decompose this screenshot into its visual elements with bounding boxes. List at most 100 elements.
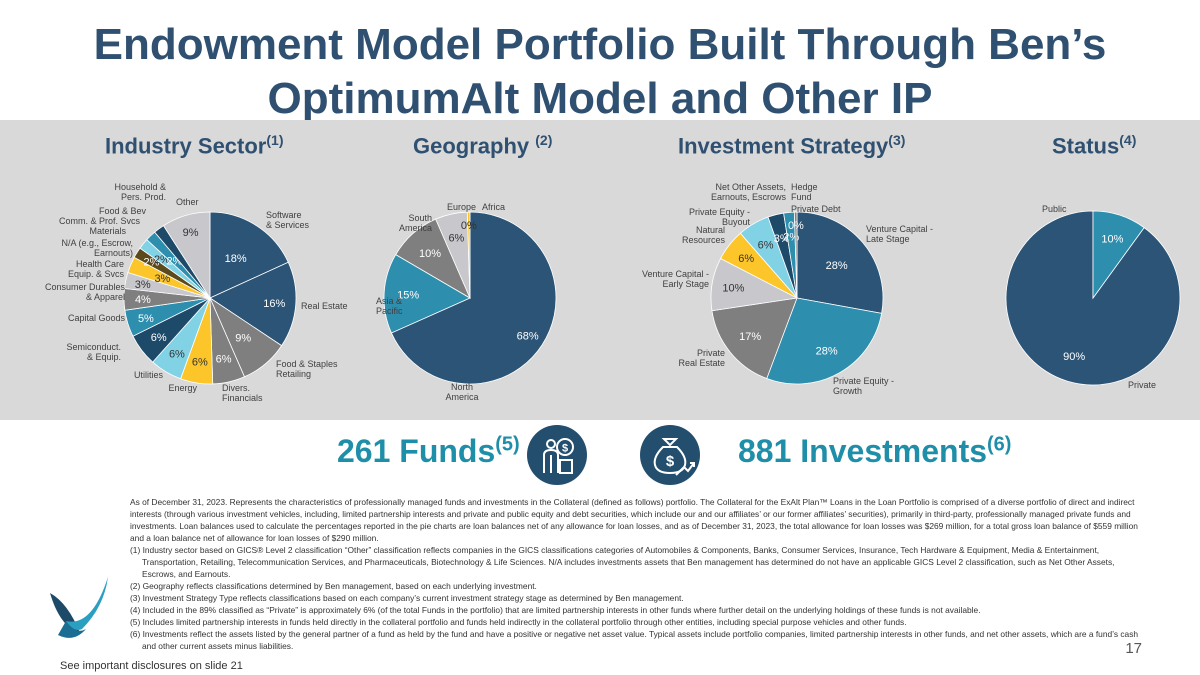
industry-pct-health-care-equip-svcs: 3%	[135, 279, 151, 291]
strategy-label-vcearly-line-2: Early Stage	[662, 279, 709, 289]
geography-pct-europe: 6%	[448, 233, 464, 245]
status-slice-public	[1092, 210, 1145, 300]
strategy-label-buyout-line-1: Private Equity -	[689, 207, 750, 217]
strategy-label-growth-line-2: Growth	[833, 386, 862, 396]
industry-label-materials: Materials	[89, 226, 126, 236]
geography-pct-north-america: 68%	[517, 331, 539, 343]
status-label-public: Public	[1042, 204, 1067, 214]
industry-label-health-line-1: Health Care	[76, 259, 124, 269]
industry-label-semi-line-2: & Equip.	[87, 352, 121, 362]
industry-label-consumer-line-1: Consumer Durables	[45, 282, 126, 292]
industry-label-na-line-2: Earnouts)	[94, 248, 133, 258]
industry-label-household-line-1: Household &	[114, 182, 166, 192]
disclosure-note: See important disclosures on slide 21	[60, 660, 243, 672]
strategy-label-natural-line-2: Resources	[682, 235, 726, 245]
industry-pct-energy: 6%	[192, 357, 208, 369]
industry-slice-software-services	[209, 211, 289, 299]
geography-label-south-line-2: America	[399, 223, 432, 233]
industry-pct-real-estate: 16%	[263, 298, 285, 310]
geography-label-africa: Africa	[482, 202, 505, 212]
status-pct-public: 10%	[1101, 233, 1123, 245]
investments-stat: 881 Investments(6)	[738, 433, 1012, 469]
industry-pct-consumer-durables-apparel: 4%	[135, 294, 151, 306]
status-label-private: Private	[1128, 380, 1156, 390]
footnote-1: (1) Industry sector based on GICS® Level…	[130, 545, 1115, 579]
industry-label-food-line-2: Retailing	[276, 369, 311, 379]
geography-pct-south-america: 10%	[419, 248, 441, 260]
geography-slice-north-america	[390, 211, 557, 385]
industry-pct-divers-financials: 6%	[216, 353, 232, 365]
industry-label-realestate: Real Estate	[301, 301, 348, 311]
strategy-pct-net-other-assets-earnouts-escrows: 3%	[774, 233, 790, 245]
footnote-3: (3) Investment Strategy Type reflects cl…	[130, 593, 684, 603]
industry-pct-semiconduct-equip: 6%	[151, 332, 167, 344]
page-title: Endowment Model Portfolio Built Through …	[93, 20, 1107, 123]
geography-label-europe: Europe	[447, 202, 476, 212]
investor-dollar-icon: $	[527, 425, 587, 485]
industry-label-foodbev: Food & Bev	[99, 206, 147, 216]
industry-label-divers-line-1: Divers.	[222, 383, 250, 393]
funds-stat: 261 Funds(5)	[337, 433, 520, 469]
stats-row: 261 Funds(5) $ $ 881 Investments(6)	[0, 425, 1200, 485]
industry-pct-food-staples-retailing: 9%	[235, 333, 251, 345]
industry-pct-capital-goods: 5%	[138, 313, 154, 325]
company-logo	[50, 577, 108, 638]
industry-label-software-line-2: & Services	[266, 220, 310, 230]
strategy-label-buyout-line-2: Buyout	[722, 217, 751, 227]
footnote-5: (5) Includes limited partnership interes…	[130, 617, 907, 627]
strategy-label-realestate-line-1: Private	[697, 348, 725, 358]
industry-pct-food-bev: 3%	[154, 273, 170, 285]
industry-heading: Industry Sector(1)	[105, 132, 284, 159]
industry-slice-other	[162, 211, 211, 300]
geography-label-north-line-2: America	[445, 392, 478, 402]
strategy-slice-private-real-estate	[711, 297, 798, 380]
strategy-label-growth-line-1: Private Equity -	[833, 376, 894, 386]
pie-charts: 18%16%9%6%6%6%6%5%4%3% 3%2%2%2%9%Househol…	[45, 182, 1181, 403]
strategy-label-netother-line-2: Earnouts, Escrows	[711, 192, 787, 202]
status-heading: Status(4)	[1052, 132, 1137, 159]
industry-label-divers-line-2: Financials	[222, 393, 263, 403]
strategy-label-pdebt: Private Debt	[791, 204, 841, 214]
geography-label-north-line-1: North	[451, 382, 473, 392]
strategy-label-hedge-line-1: Hedge	[791, 182, 818, 192]
strategy-label-vclate-line-2: Late Stage	[866, 234, 910, 244]
geography-pct-asia-pacific: 15%	[397, 290, 419, 302]
strategy-pct-private-debt: 0%	[788, 220, 804, 232]
strategy-heading: Investment Strategy(3)	[678, 132, 906, 159]
geography-slice-africa	[466, 211, 471, 299]
moneybag-growth-icon: $	[640, 425, 700, 485]
industry-label-other: Other	[176, 197, 199, 207]
industry-label-food-line-1: Food & Staples	[276, 359, 338, 369]
strategy-label-natural-line-1: Natural	[696, 225, 725, 235]
strategy-label-vcearly-line-1: Venture Capital -	[642, 269, 709, 279]
strategy-slice-private-debt	[793, 211, 798, 299]
geography-label-asia-line-1: Asia &	[376, 296, 402, 306]
geography-label-asia-line-2: Pacific	[376, 306, 403, 316]
industry-label-consumer-line-2: & Apparel	[86, 292, 125, 302]
industry-pct-software-services: 18%	[225, 253, 247, 265]
industry-label-health-line-2: Equip. & Svcs	[68, 269, 125, 279]
footnote-6: (6) Investments reflect the assets liste…	[130, 629, 1139, 651]
industry-slice-real-estate	[209, 261, 297, 347]
status-pct-private: 90%	[1063, 351, 1085, 363]
footnotes: As of December 31, 2023. Represents the …	[130, 496, 1140, 652]
strategy-pct-venture-capital-late-stage: 28%	[826, 260, 848, 272]
industry-pct-utilities: 6%	[169, 348, 185, 360]
footnote-intro: As of December 31, 2023. Represents the …	[130, 497, 1138, 543]
industry-label-energy: Energy	[168, 383, 197, 393]
industry-label-household-line-2: Pers. Prod.	[121, 192, 166, 202]
strategy-pct-natural-resources: 6%	[738, 253, 754, 265]
industry-label-capital: Capital Goods	[68, 313, 126, 323]
strategy-slice-private-equity-growth	[766, 297, 883, 385]
svg-text:$: $	[562, 443, 568, 455]
industry-label-utilities: Utilities	[134, 370, 164, 380]
industry-label-comm: Comm. & Prof. Svcs	[59, 216, 141, 226]
industry-label-na-line-1: N/A (e.g., Escrow,	[61, 238, 133, 248]
page-number: 17	[1125, 640, 1142, 657]
svg-text:$: $	[666, 453, 675, 470]
strategy-pct-private-equity-growth: 28%	[816, 345, 838, 357]
footnote-4: (4) Included in the 89% classified as “P…	[130, 605, 981, 615]
strategy-label-realestate-line-2: Real Estate	[678, 358, 725, 368]
industry-pct-other: 9%	[183, 227, 199, 239]
strategy-slice-venture-capital-late-stage	[796, 211, 884, 314]
